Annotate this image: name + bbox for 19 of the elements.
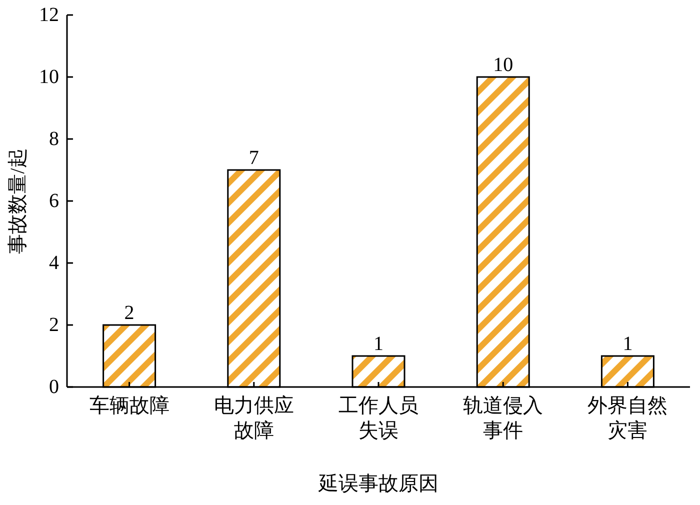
y-tick-label: 4	[49, 252, 59, 274]
data-label: 1	[622, 333, 633, 355]
y-tick-label: 2	[49, 314, 59, 336]
x-axis-title: 延误事故原因	[318, 473, 438, 495]
x-tick-label: 轨道侵入事件	[463, 395, 544, 442]
y-tick-label: 10	[39, 66, 59, 88]
y-tick-label: 12	[39, 4, 59, 26]
y-tick-label: 6	[49, 190, 59, 212]
y-tick-label: 0	[49, 376, 59, 398]
data-label: 10	[493, 54, 514, 76]
data-label: 7	[248, 147, 259, 169]
y-tick-label: 8	[49, 128, 59, 150]
x-tick-label: 外界自然灾害	[588, 395, 668, 442]
x-tick-label: 工作人员失误	[338, 395, 418, 442]
data-label: 1	[374, 333, 384, 355]
x-tick-label: 车辆故障	[89, 395, 170, 417]
data-label: 2	[124, 302, 134, 324]
x-tick-label: 电力供应故障	[214, 395, 294, 442]
y-axis-title: 事故数量/起	[7, 148, 29, 254]
